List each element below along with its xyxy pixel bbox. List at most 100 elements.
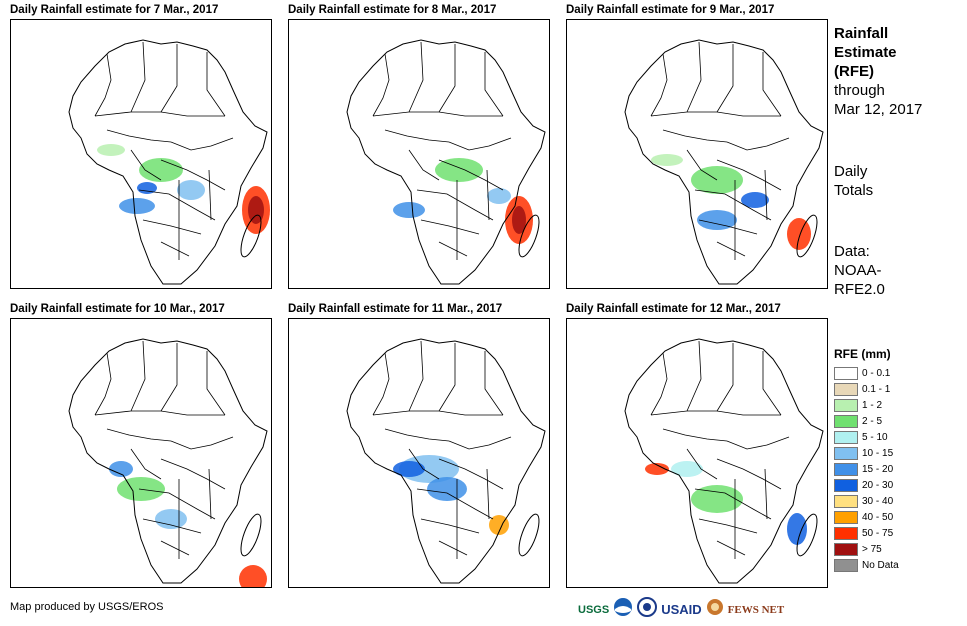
- coastline: [346, 39, 546, 285]
- rainfall-area: [671, 461, 703, 477]
- legend-item: 40 - 50: [834, 509, 899, 525]
- rainfall-area: [512, 206, 526, 234]
- legend-label: 10 - 15: [862, 447, 894, 459]
- country-border: [94, 53, 112, 117]
- usaid-seal-icon: [637, 597, 658, 622]
- country-border: [206, 52, 226, 117]
- rainfall-map: [566, 318, 828, 588]
- africa-map: [346, 39, 546, 285]
- rainfall-area: [155, 509, 187, 529]
- legend-item: 0 - 0.1: [834, 365, 899, 381]
- daily-label: Totals: [834, 182, 874, 199]
- noaa-logo: [613, 597, 633, 622]
- country-border: [372, 111, 503, 117]
- country-border: [686, 448, 718, 480]
- country-border: [438, 458, 504, 490]
- legend-label: 50 - 75: [862, 527, 894, 539]
- rainfall-map: [566, 19, 828, 289]
- country-border: [160, 159, 226, 191]
- legend-item: 2 - 5: [834, 413, 899, 429]
- country-border: [408, 41, 424, 113]
- country-border: [716, 241, 746, 257]
- legend-item: 20 - 30: [834, 477, 899, 493]
- usaid-logo: USAID: [661, 602, 702, 617]
- coastline: [624, 39, 824, 285]
- through-date: Mar 12, 2017: [834, 101, 923, 118]
- country-border: [448, 436, 512, 450]
- country-border: [160, 44, 178, 113]
- country-border: [160, 458, 226, 490]
- rainfall-area: [239, 565, 267, 587]
- madagascar-outline: [240, 214, 262, 258]
- credit-text: Map produced by USGS/EROS: [10, 601, 164, 613]
- africa-landmass: [625, 339, 823, 583]
- madagascar-outline: [796, 214, 818, 258]
- legend-item: > 75: [834, 541, 899, 557]
- rainfall-map: [10, 318, 272, 588]
- legend-label: > 75: [862, 543, 882, 555]
- country-border: [650, 352, 668, 416]
- madagascar-outline: [518, 214, 540, 258]
- country-border: [208, 468, 212, 520]
- legend-item: No Data: [834, 557, 899, 573]
- country-border: [94, 352, 112, 416]
- country-border: [372, 352, 390, 416]
- legend-label: 40 - 50: [862, 511, 894, 523]
- country-border: [650, 410, 781, 416]
- legend-label: No Data: [862, 559, 899, 571]
- legend-swatch: [834, 462, 858, 476]
- madagascar-outline: [240, 513, 262, 557]
- country-border: [438, 44, 456, 113]
- country-border: [486, 169, 490, 221]
- legend-item: 15 - 20: [834, 461, 899, 477]
- country-border: [420, 518, 480, 534]
- fews-net-icon: [706, 598, 724, 621]
- country-border: [160, 540, 190, 556]
- country-border: [662, 129, 728, 143]
- rainfall-map: [10, 19, 272, 289]
- legend-label: 0 - 0.1: [862, 367, 891, 379]
- country-border: [94, 410, 225, 416]
- country-border: [106, 129, 172, 143]
- africa-map: [68, 39, 270, 285]
- country-border: [762, 351, 782, 416]
- country-border: [486, 468, 490, 520]
- rainfall-area: [97, 144, 125, 156]
- legend-swatch: [834, 446, 858, 460]
- rainfall-area: [177, 180, 205, 200]
- country-border: [160, 241, 190, 257]
- africa-map: [624, 39, 824, 285]
- country-border: [372, 53, 390, 117]
- country-border: [686, 41, 702, 113]
- data-label: Data:: [834, 243, 870, 260]
- country-border: [438, 241, 468, 257]
- heading-line: Estimate: [834, 44, 897, 61]
- country-border: [726, 436, 790, 450]
- country-border: [726, 137, 790, 151]
- rainfall-area: [435, 158, 483, 182]
- legend-label: 20 - 30: [862, 479, 894, 491]
- coastline: [68, 39, 268, 285]
- legend-label: 1 - 2: [862, 399, 883, 411]
- legend-swatch: [834, 398, 858, 412]
- legend-item: 50 - 75: [834, 525, 899, 541]
- country-border: [686, 149, 718, 181]
- panel-title: Daily Rainfall estimate for 12 Mar., 201…: [566, 303, 781, 315]
- coastline: [624, 338, 824, 584]
- legend-swatch: [834, 430, 858, 444]
- rainfall-area: [697, 210, 737, 230]
- country-border: [438, 540, 468, 556]
- usgs-logo: USGS: [578, 603, 610, 616]
- country-border: [138, 189, 216, 221]
- country-border: [764, 468, 768, 520]
- country-border: [408, 448, 440, 480]
- country-border: [694, 189, 772, 221]
- legend-item: 1 - 2: [834, 397, 899, 413]
- country-border: [716, 343, 734, 412]
- country-border: [448, 137, 512, 151]
- legend-item: 30 - 40: [834, 493, 899, 509]
- rainfall-area: [787, 513, 807, 545]
- daily-label: Daily: [834, 163, 868, 180]
- fews-net-logo: FEWS NET: [727, 603, 785, 616]
- legend-swatch: [834, 366, 858, 380]
